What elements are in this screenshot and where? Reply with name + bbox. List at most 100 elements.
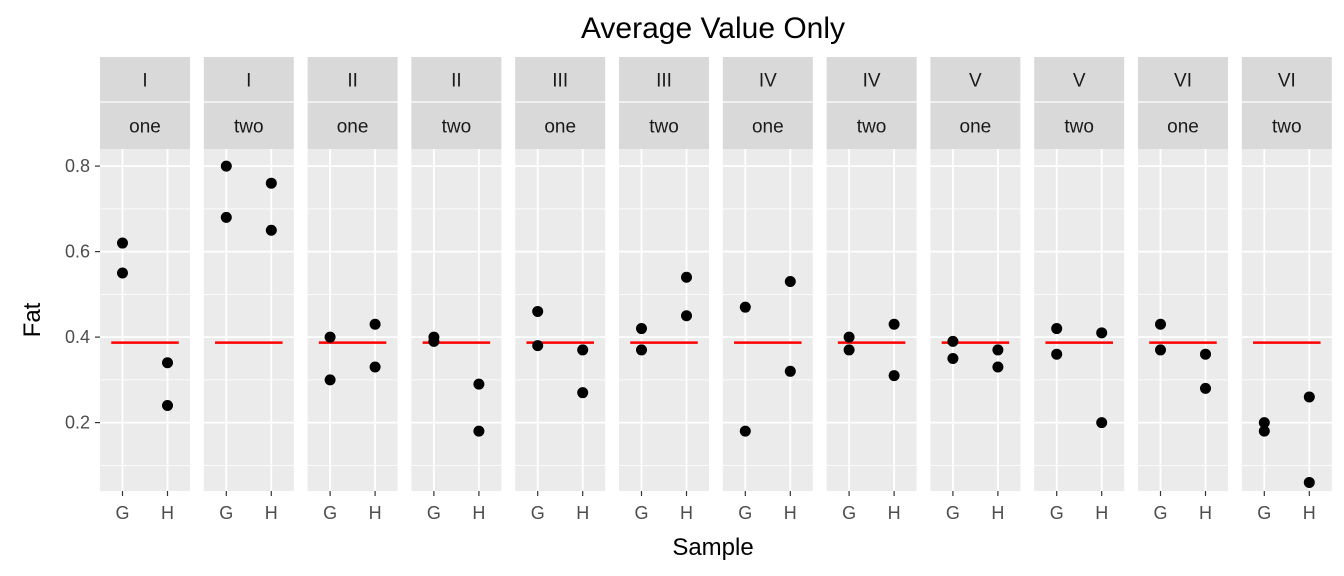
panel-background [1241,149,1332,491]
strip-label-row2: one [1167,117,1199,138]
strip-row2-background [930,102,1021,149]
data-point [1200,348,1211,360]
data-point [324,331,336,343]
strip-row2-background [100,102,190,149]
strip-label-row1: V [1073,71,1086,92]
y-tick-label: 0.8 [65,156,90,176]
strip-row1-background [1138,57,1228,102]
x-tick-label: H [1095,503,1108,523]
data-point [992,361,1004,373]
data-point [428,335,440,347]
strip-label-row2: one [129,117,161,138]
data-point [1258,425,1270,437]
strip-label-row1: IV [863,71,881,92]
x-tick-label: G [531,503,545,523]
data-point [220,211,232,223]
data-point [888,370,900,382]
x-tick-label: G [323,503,337,523]
strip-row1-background [930,57,1021,102]
chart-title: Average Value Only [581,12,845,45]
data-point [739,301,751,313]
strip-row1-background [1241,57,1332,102]
data-point [473,378,485,390]
data-point [888,318,900,330]
data-point [117,267,128,279]
facet-panel: IV one G H [722,57,813,523]
x-tick-label: G [115,503,129,523]
strip-label-row2: one [960,117,992,138]
data-point [681,310,692,322]
data-point [162,357,173,369]
data-point [265,224,277,236]
x-tick-label: H [265,503,278,523]
panel-background [100,149,190,491]
strip-label-row1: I [246,71,251,92]
strip-label-row2: two [1064,117,1094,138]
x-tick-label: G [946,503,960,523]
data-point [532,305,544,317]
x-tick-label: G [842,503,856,523]
data-point [117,237,128,249]
panel-background [1034,149,1125,491]
x-tick-label: H [1199,503,1212,523]
facet-panel: VI two G H [1241,57,1332,523]
data-point [369,318,381,330]
x-tick-label: G [427,503,441,523]
strip-label-row2: two [857,117,887,138]
x-tick-label: H [369,503,382,523]
panel-background [826,149,917,491]
strip-row1-background [826,57,917,102]
strip-row2-background [515,102,606,149]
x-tick-label: H [1303,503,1316,523]
strip-row2-background [203,102,294,149]
data-point [992,344,1004,356]
data-point [784,276,796,288]
strip-label-row1: IV [759,71,777,92]
data-point [162,400,173,411]
strip-row2-background [1241,102,1332,149]
x-axis-title: Sample [672,534,753,561]
data-point [1051,323,1063,335]
x-tick-label: H [576,503,589,523]
data-point [1051,348,1063,360]
strip-row2-background [619,102,709,149]
strip-label-row1: VI [1278,71,1296,92]
panel-background [619,149,709,491]
data-point [843,344,855,356]
data-point [1155,318,1166,330]
data-point [577,344,589,356]
facet-panel: III two G H [619,57,709,523]
x-tick-label: G [1050,503,1064,523]
x-tick-label: G [738,503,752,523]
strip-label-row2: two [1272,117,1302,138]
x-tick-label: G [1257,503,1271,523]
x-tick-label: H [784,503,797,523]
data-point [636,323,647,335]
strip-row1-background [203,57,294,102]
facet-panel: IV two G H [826,57,917,523]
data-point [577,387,589,399]
data-point [784,365,796,377]
strip-row1-background [722,57,813,102]
strip-label-row1: II [451,71,462,92]
data-point [636,344,647,356]
data-point [265,177,277,189]
data-point [473,425,485,437]
data-point [947,335,959,347]
strip-label-row1: VI [1174,71,1192,92]
data-point [369,361,381,373]
strip-label-row2: two [442,117,472,138]
data-point [843,331,855,343]
panel-background [515,149,606,491]
strip-label-row1: III [656,71,672,92]
x-tick-label: H [161,503,174,523]
y-axis: 0.2 0.4 0.6 0.8 [65,156,100,433]
x-tick-label: H [472,503,485,523]
x-tick-label: H [888,503,901,523]
panel-background [411,149,502,491]
y-tick-label: 0.4 [65,327,90,347]
